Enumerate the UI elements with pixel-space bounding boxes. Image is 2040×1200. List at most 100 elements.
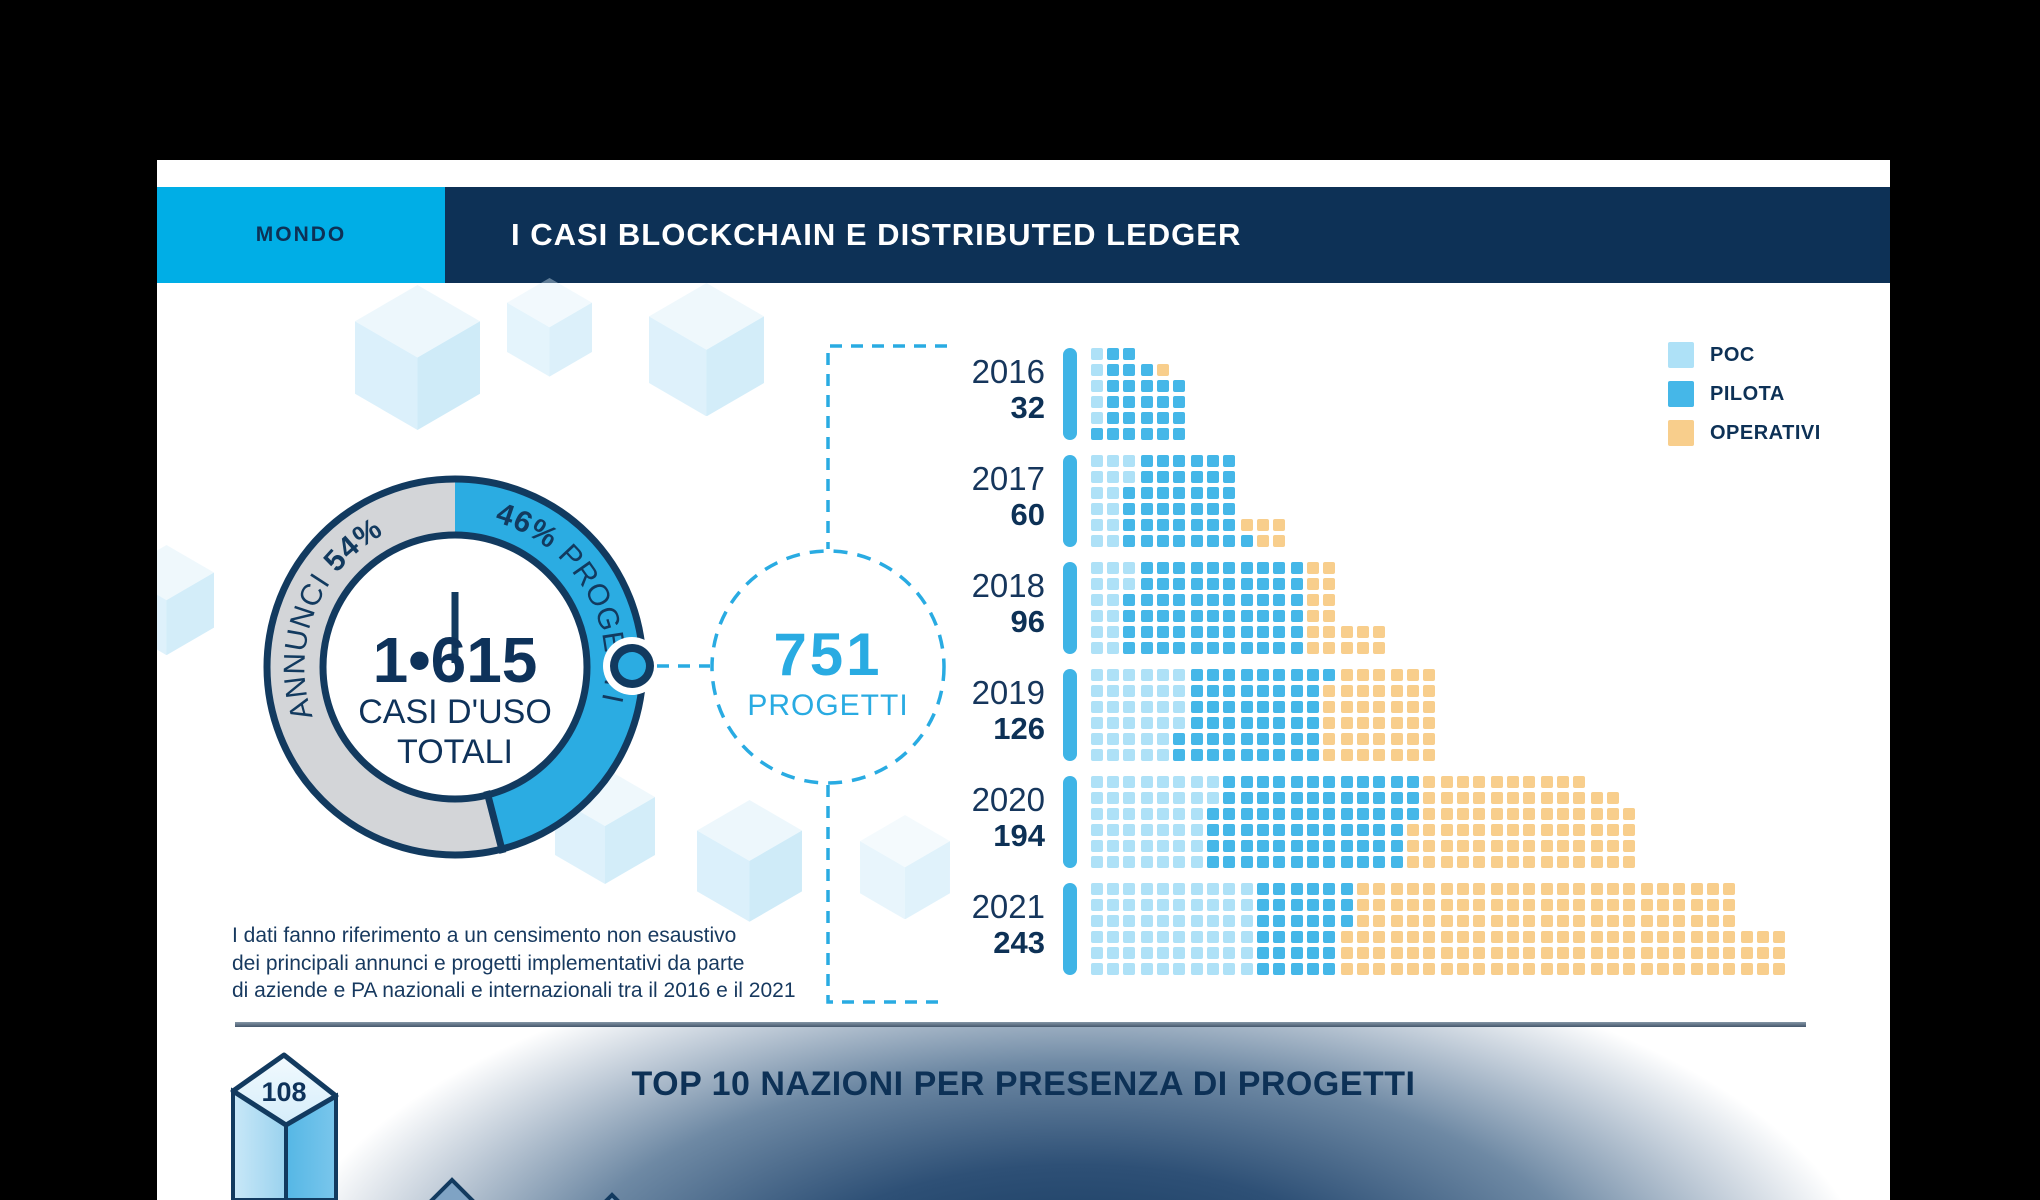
waffle-cell-operativi [1357,733,1369,745]
waffle-cell-pilota [1123,594,1135,606]
waffle-cell-operativi [1441,899,1453,911]
waffle-cell-poc [1107,915,1119,927]
waffle-cell-operativi [1541,899,1553,911]
waffle-block [1091,883,1135,975]
year-tick-bar [1063,455,1077,547]
waffle-cell-operativi [1707,947,1719,959]
waffle-cell-pilota [1273,578,1285,590]
waffle-cell-empty [1773,915,1785,927]
waffle-cell-operativi [1357,701,1369,713]
waffle-cell-pilota [1207,669,1219,681]
waffle-cell-poc [1091,749,1103,761]
year-text: 2017 [971,460,1045,497]
waffle-cell-operativi [1591,856,1603,868]
waffle-cell-operativi [1541,792,1553,804]
waffle-cell-operativi [1607,856,1619,868]
year-label: 2018 96 [917,562,1045,654]
waffle-cell-poc [1141,931,1153,943]
waffle-cell-operativi [1257,519,1269,531]
waffle-cell-operativi [1557,776,1569,788]
waffle-cell-operativi [1373,685,1385,697]
waffle-cell-poc [1091,701,1103,713]
waffle-cell-pilota [1307,749,1319,761]
waffle-cell-pilota [1307,808,1319,820]
waffle-cell-operativi [1507,840,1519,852]
waffle-cell-pilota [1191,562,1203,574]
waffle-cell-pilota [1207,594,1219,606]
waffle-cell-operativi [1407,749,1419,761]
waffle-cell-poc [1173,776,1185,788]
waffle-cell-operativi [1541,840,1553,852]
waffle-cell-pilota [1107,396,1119,408]
waffle-cell-poc [1107,685,1119,697]
waffle-cell-pilota [1341,915,1353,927]
cube-icon [355,285,480,430]
waffle-cell-pilota [1223,685,1235,697]
waffle-cell-pilota [1241,840,1253,852]
waffle-cell-pilota [1341,883,1353,895]
waffle-cell-empty [1241,471,1253,483]
year-text: 2016 [971,353,1045,390]
waffle-cell-pilota [1341,856,1353,868]
waffle-cell-pilota [1307,931,1319,943]
waffle-cell-operativi [1407,856,1419,868]
waffle-cell-operativi [1391,685,1403,697]
waffle-cell-pilota [1273,717,1285,729]
waffle-cell-poc [1191,808,1203,820]
waffle-cell-pilota [1257,840,1269,852]
waffle-cell-poc [1141,776,1153,788]
waffle-cell-empty [1273,487,1285,499]
waffle-cell-operativi [1723,963,1735,975]
waffle-cell-pilota [1257,856,1269,868]
waffle-cell-operativi [1573,883,1585,895]
waffle-cell-operativi [1423,856,1435,868]
waffle-cell-poc [1091,931,1103,943]
waffle-cell-pilota [1207,535,1219,547]
waffle-cell-poc [1241,915,1253,927]
waffle-cell-pilota [1207,626,1219,638]
waffle-cell-poc [1241,883,1253,895]
waffle-cell-pilota [1307,840,1319,852]
waffle-cell-operativi [1523,824,1535,836]
waffle-cell-empty [1257,455,1269,467]
waffle-cell-poc [1123,947,1135,959]
waffle-cell-operativi [1323,578,1335,590]
waffle-block [1291,776,1335,868]
waffle-cell-pilota [1157,578,1169,590]
waffle-cell-poc [1191,856,1203,868]
waffle-cell-operativi [1491,963,1503,975]
waffle-cell-pilota [1207,685,1219,697]
waffle-cell-poc [1191,963,1203,975]
waffle-cell-operativi [1441,776,1453,788]
waffle-cell-operativi [1457,792,1469,804]
waffle-cell-pilota [1291,562,1303,574]
waffle-cell-empty [1241,503,1253,515]
waffle-cell-pilota [1157,428,1169,440]
waffle-cell-pilota [1241,594,1253,606]
waffle-block [1091,455,1135,547]
waffle-cell-operativi [1341,733,1353,745]
waffle-cell-operativi [1557,931,1569,943]
waffle-cell-poc [1091,535,1103,547]
waffle-cell-empty [1357,578,1369,590]
year-tick-bar [1063,562,1077,654]
waffle-cell-pilota [1291,701,1303,713]
waffle-cell-poc [1157,776,1169,788]
waffle-cell-pilota [1291,642,1303,654]
waffle-cell-operativi [1607,808,1619,820]
waffle-cell-operativi [1373,883,1385,895]
waffle-cell-operativi [1591,824,1603,836]
waffle-cell-operativi [1357,749,1369,761]
waffle-cell-empty [1357,594,1369,606]
waffle-cell-poc [1123,840,1135,852]
waffle-cell-operativi [1407,915,1419,927]
cube-icon [157,545,214,656]
waffle-cell-pilota [1273,749,1285,761]
waffle-cell-poc [1123,856,1135,868]
year-text: 2021 [971,888,1045,925]
waffle-cell-pilota [1123,412,1135,424]
waffle-cell-pilota [1257,808,1269,820]
waffle-cell-pilota [1257,562,1269,574]
waffle-cell-pilota [1141,642,1153,654]
waffle-cell-empty [1757,883,1769,895]
